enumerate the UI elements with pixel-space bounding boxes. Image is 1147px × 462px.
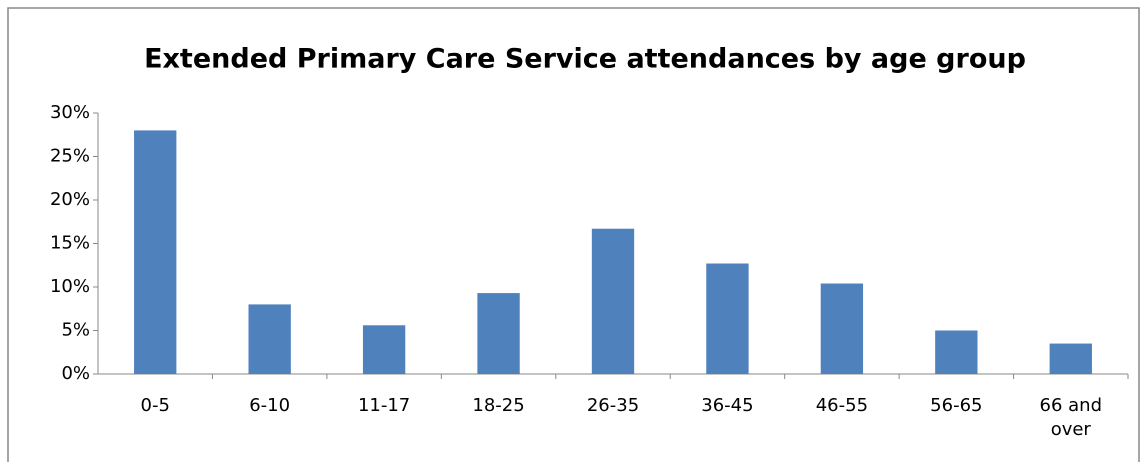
x-tick-label: 26-35 (586, 395, 640, 416)
y-tick-label: 30% (50, 102, 90, 123)
x-tick-label: 66 and over (1039, 395, 1103, 440)
bar (820, 283, 864, 374)
bar (248, 304, 291, 374)
x-tick-label: 56-65 (930, 395, 983, 416)
chart-title: Extended Primary Care Service attendance… (144, 44, 1026, 75)
x-tick-label: 46-55 (815, 395, 869, 416)
chart-border (7, 7, 1140, 462)
bar (591, 228, 635, 374)
bar (362, 325, 406, 374)
bar (706, 263, 749, 374)
x-tick-label: 11-17 (357, 395, 411, 416)
x-tick-label: 0-5 (140, 395, 170, 416)
bar (935, 330, 978, 374)
bar (477, 293, 520, 374)
y-tick-label: 10% (50, 276, 90, 297)
y-tick-label: 25% (50, 146, 90, 167)
x-tick-label: 18-25 (472, 395, 525, 416)
y-tick-label: 5% (61, 320, 90, 341)
bar (134, 130, 177, 374)
bar (1049, 343, 1092, 374)
y-tick-label: 20% (50, 189, 90, 210)
y-tick-label: 0% (61, 363, 90, 384)
y-tick-label: 15% (50, 233, 90, 254)
x-tick-label: 6-10 (249, 395, 291, 416)
x-tick-label: 36-45 (701, 395, 754, 416)
